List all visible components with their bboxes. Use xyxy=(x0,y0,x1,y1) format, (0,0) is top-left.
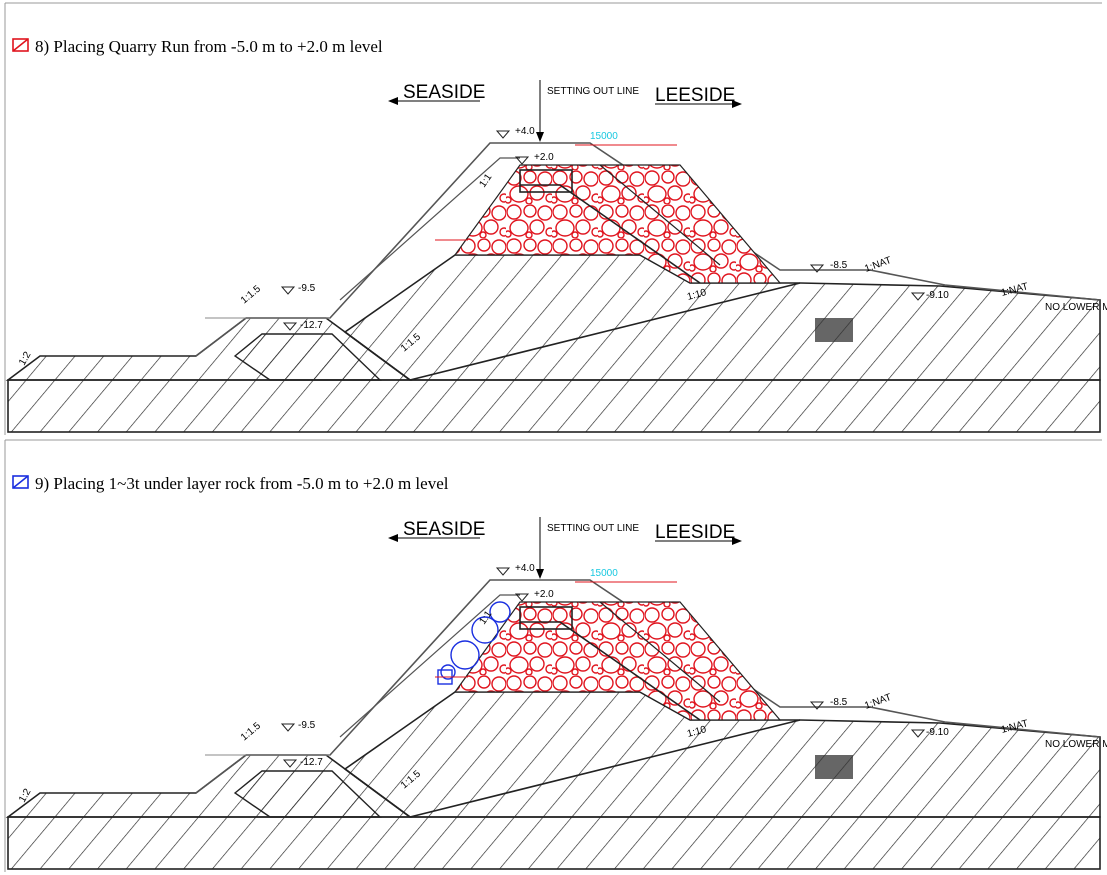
drawing: 8) Placing Quarry Run from -5.0 m to +2.… xyxy=(0,0,1107,875)
section-label: +4.0 xyxy=(515,126,535,137)
leeside-arrow xyxy=(732,100,742,108)
panel: 8) Placing Quarry Run from -5.0 m to +2.… xyxy=(5,3,1107,435)
section-label: -9.5 xyxy=(298,720,316,731)
level-marker xyxy=(282,287,294,294)
under-layer-rock xyxy=(451,641,479,669)
panel-title: 8) Placing Quarry Run from -5.0 m to +2.… xyxy=(35,37,383,56)
level-marker xyxy=(811,702,823,709)
section-label: -9.10 xyxy=(926,290,949,301)
seaside-arrow xyxy=(388,534,398,542)
leeside-label: LEESIDE xyxy=(655,85,735,106)
setting-out-arrow xyxy=(536,569,544,579)
level-marker xyxy=(497,131,509,138)
section-label: NO LOWER MAN xyxy=(1045,739,1107,750)
seaside-arrow xyxy=(388,97,398,105)
panel: 9) Placing 1~3t under layer rock from -5… xyxy=(5,440,1107,872)
section-label: -8.5 xyxy=(830,697,848,708)
spoil-mark xyxy=(815,318,853,342)
seaside-label: SEASIDE xyxy=(403,519,485,540)
section-label: -9.5 xyxy=(298,283,316,294)
section-label: 1:1 xyxy=(477,172,494,190)
level-marker xyxy=(282,724,294,731)
setting-out-label: SETTING OUT LINE xyxy=(547,523,639,534)
section-label: 1:1.5 xyxy=(239,283,263,306)
section-label: -9.10 xyxy=(926,727,949,738)
section-label: -12.7 xyxy=(300,757,323,768)
spoil-mark xyxy=(815,755,853,779)
section-label: NO LOWER MAN xyxy=(1045,302,1107,313)
section-label: +2.0 xyxy=(534,589,554,600)
section-label: +4.0 xyxy=(515,563,535,574)
setting-out-label: SETTING OUT LINE xyxy=(547,86,639,97)
page: {"panels": [ {"title": "8) Placing Quarr… xyxy=(0,0,1107,875)
level-marker xyxy=(811,265,823,272)
setting-out-arrow xyxy=(536,132,544,142)
section-label: -12.7 xyxy=(300,320,323,331)
section-label: +2.0 xyxy=(534,152,554,163)
panel-title: 9) Placing 1~3t under layer rock from -5… xyxy=(35,474,449,493)
section-label: -8.5 xyxy=(830,260,848,271)
seaside-label: SEASIDE xyxy=(403,82,485,103)
section-label: 1:1.5 xyxy=(239,720,263,743)
seabed xyxy=(8,817,1100,869)
under-layer-rock xyxy=(490,602,510,622)
section-label: 15000 xyxy=(590,568,618,579)
level-marker xyxy=(497,568,509,575)
section-label: 1:1 xyxy=(477,609,494,627)
section-label: 15000 xyxy=(590,131,618,142)
seabed xyxy=(8,380,1100,432)
leeside-arrow xyxy=(732,537,742,545)
leeside-label: LEESIDE xyxy=(655,522,735,543)
